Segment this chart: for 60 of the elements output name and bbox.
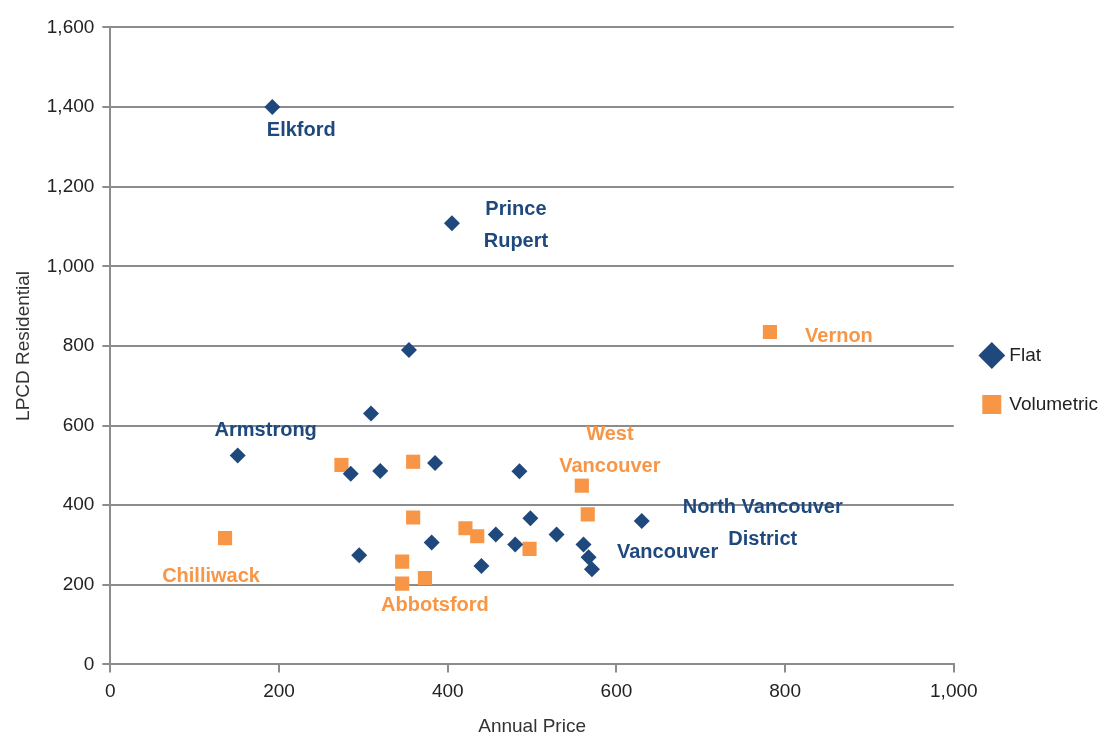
x-tick-label: 600 [600, 680, 633, 702]
point [351, 547, 368, 564]
point [522, 510, 539, 527]
y-tick-label: 1,600 [46, 15, 95, 37]
point [575, 536, 592, 553]
point [511, 463, 528, 480]
point [458, 521, 473, 536]
y-tick-label: 0 [83, 652, 95, 674]
point [580, 549, 597, 566]
annotation: Prince Rupert [483, 196, 549, 251]
annotation: Armstrong [214, 417, 317, 440]
point [395, 554, 410, 569]
point [583, 561, 600, 578]
point [427, 454, 444, 471]
annotation: Vancouver [617, 539, 719, 562]
point [633, 513, 650, 530]
y-tick-label: 1,400 [46, 95, 95, 117]
y-tick-label: 600 [62, 413, 95, 435]
point [548, 526, 565, 543]
point [342, 465, 359, 482]
y-axis-title: LPCD Residential [11, 270, 33, 421]
annotation: Vernon [805, 324, 873, 347]
y-tick-label: 200 [62, 573, 95, 595]
point [507, 536, 524, 553]
x-tick-label: 200 [263, 680, 295, 702]
legend-label: Flat [1009, 343, 1042, 365]
y-tick-label: 1,200 [46, 174, 95, 196]
annotation: Abbotsford [381, 592, 489, 615]
point [264, 99, 281, 116]
point [362, 405, 379, 422]
point [762, 324, 777, 340]
point [229, 447, 246, 464]
x-tick-label: 800 [769, 680, 801, 702]
point [395, 576, 410, 591]
point [580, 507, 595, 522]
point [470, 529, 485, 544]
point [574, 478, 589, 493]
x-tick-label: 1,000 [930, 680, 978, 702]
point [443, 215, 460, 232]
annotation: Elkford [266, 117, 336, 140]
y-tick-label: 1,000 [46, 254, 95, 276]
point [406, 510, 421, 525]
point [522, 541, 537, 557]
y-tick-label: 400 [62, 493, 95, 515]
annotation: Chilliwack [162, 563, 261, 586]
point [372, 462, 389, 479]
point [423, 534, 440, 551]
annotation: West Vancouver [559, 422, 661, 477]
point [487, 526, 504, 543]
point [334, 457, 349, 473]
x-tick-label: 400 [431, 680, 464, 702]
legend-label: Volumetric [1009, 392, 1098, 414]
x-tick-label: 0 [105, 680, 116, 702]
point [217, 531, 233, 546]
point [406, 454, 421, 469]
point [400, 341, 417, 358]
point [473, 558, 490, 575]
x-axis-title: Annual Price [478, 714, 586, 736]
y-tick-label: 800 [62, 334, 95, 356]
point [417, 570, 433, 586]
